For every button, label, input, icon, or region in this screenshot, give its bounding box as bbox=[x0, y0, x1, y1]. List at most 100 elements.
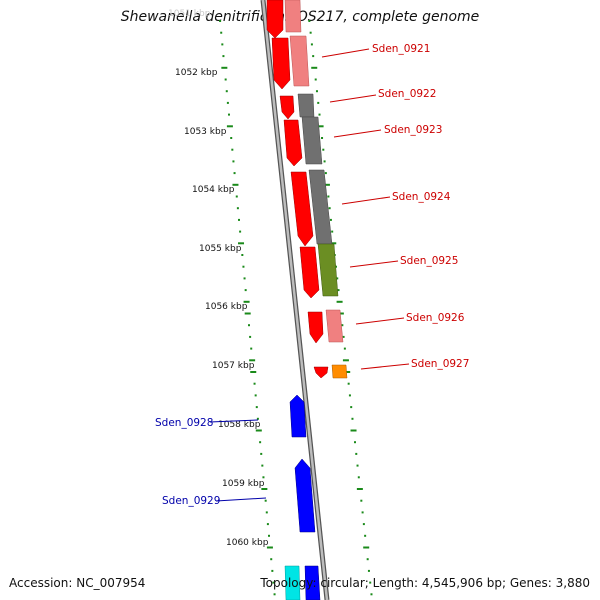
ruler-minor-tick bbox=[226, 101, 229, 104]
gene-arrow-Sden_0927[interactable] bbox=[313, 366, 329, 379]
ruler-minor-tick bbox=[235, 195, 238, 198]
ruler-minor-tick bbox=[249, 335, 252, 338]
faded-scale-label: 1051 kbp bbox=[168, 9, 211, 19]
ruler-minor-tick bbox=[308, 20, 311, 22]
ruler-minor-tick bbox=[237, 218, 240, 221]
ruler-major-tick bbox=[238, 242, 245, 245]
gene-arrow-next-blue[interactable] bbox=[304, 565, 321, 600]
ruler-minor-tick bbox=[342, 335, 345, 338]
gene-arrow-Sden_0929[interactable] bbox=[294, 458, 316, 533]
ruler-minor-tick bbox=[329, 218, 332, 221]
ruler-minor-tick bbox=[321, 137, 324, 139]
ruler-major-tick bbox=[363, 546, 370, 549]
ruler-minor-tick bbox=[271, 569, 274, 572]
reverse-strand-genes bbox=[284, 394, 321, 600]
ruler-minor-tick bbox=[236, 207, 239, 210]
ruler-minor-tick bbox=[224, 78, 227, 81]
ruler-minor-tick bbox=[317, 101, 320, 104]
forward-strand-genes bbox=[266, 0, 329, 379]
ruler-minor-tick bbox=[343, 347, 346, 350]
ruler-minor-tick bbox=[244, 289, 247, 292]
gene-label-Sden_0926[interactable]: Sden_0926 bbox=[406, 312, 465, 324]
gene-label-Sden_0925[interactable]: Sden_0925 bbox=[400, 255, 458, 267]
gene-labels: Sden_0921 Sden_0922 Sden_0923 Sden_0924 … bbox=[155, 43, 469, 507]
ruler-minor-tick bbox=[219, 20, 222, 22]
ruler-minor-tick bbox=[230, 137, 233, 139]
ruler-minor-tick bbox=[253, 382, 256, 385]
ruler-major-tick bbox=[243, 300, 250, 303]
ruler-minor-tick bbox=[262, 476, 265, 479]
ruler-major-tick bbox=[311, 66, 318, 69]
ruler-minor-tick bbox=[264, 499, 267, 502]
ruler-minor-tick bbox=[347, 382, 350, 385]
gene-arrow-Sden_0923[interactable] bbox=[283, 119, 303, 167]
ruler-minor-tick bbox=[331, 230, 334, 233]
gene-label-Sden_0924[interactable]: Sden_0924 bbox=[392, 191, 451, 203]
scale-label-1054: 1054 kbp bbox=[192, 185, 235, 195]
ruler-minor-tick bbox=[255, 406, 258, 409]
ruler-minor-tick bbox=[272, 581, 275, 584]
ruler-minor-tick bbox=[324, 172, 327, 175]
gene-label-Sden_0928[interactable]: Sden_0928 bbox=[155, 417, 213, 429]
ruler-minor-tick bbox=[241, 254, 244, 256]
ruler-major-tick bbox=[330, 242, 337, 245]
ruler-minor-tick bbox=[260, 452, 263, 455]
ruler-minor-tick bbox=[309, 31, 312, 34]
gene-label-Sden_0922[interactable]: Sden_0922 bbox=[378, 88, 436, 100]
ruler-minor-tick bbox=[239, 230, 242, 233]
scale-ruler-right bbox=[308, 20, 373, 596]
ruler-minor-tick bbox=[243, 277, 246, 280]
ruler-minor-tick bbox=[369, 581, 372, 584]
gene-label-Sden_0927[interactable]: Sden_0927 bbox=[411, 358, 469, 370]
gene-label-Sden_0921[interactable]: Sden_0921 bbox=[372, 43, 430, 55]
ruler-major-tick bbox=[350, 429, 357, 432]
ruler-minor-tick bbox=[273, 593, 276, 596]
category-block bbox=[331, 364, 348, 379]
gene-arrow-next-cyan[interactable] bbox=[284, 565, 301, 600]
scale-label-1053: 1053 kbp bbox=[184, 127, 227, 137]
ruler-minor-tick bbox=[328, 207, 331, 210]
gene-arrow-Sden_0925[interactable] bbox=[299, 246, 320, 299]
ruler-major-tick bbox=[226, 125, 233, 128]
ruler-major-tick bbox=[255, 429, 262, 432]
ruler-minor-tick bbox=[370, 593, 373, 596]
ruler-minor-tick bbox=[322, 148, 325, 151]
ruler-major-tick bbox=[336, 300, 343, 303]
gene-arrow-Sden_0920[interactable] bbox=[266, 0, 284, 39]
ruler-major-tick bbox=[244, 312, 251, 315]
ruler-major-tick bbox=[323, 183, 330, 186]
ruler-minor-tick bbox=[254, 394, 257, 397]
ruler-minor-tick bbox=[366, 558, 369, 561]
ruler-minor-tick bbox=[231, 148, 234, 151]
ruler-minor-tick bbox=[355, 452, 358, 455]
ruler-minor-tick bbox=[315, 90, 318, 93]
gene-arrow-Sden_0924[interactable] bbox=[290, 171, 314, 247]
ruler-minor-tick bbox=[327, 195, 330, 198]
ruler-minor-tick bbox=[353, 441, 356, 444]
ruler-minor-tick bbox=[261, 464, 264, 467]
gene-arrow-Sden_0921[interactable] bbox=[271, 37, 291, 90]
topology-text: Topology: circular; Length: 4,545,906 bp… bbox=[260, 576, 590, 590]
ruler-minor-tick bbox=[225, 90, 228, 93]
category-block bbox=[301, 116, 323, 165]
scale-label-1057: 1057 kbp bbox=[212, 361, 255, 371]
scale-ruler-left bbox=[219, 20, 276, 596]
ruler-major-tick bbox=[317, 125, 324, 128]
gene-arrow-Sden_0922[interactable] bbox=[279, 95, 295, 120]
genome-backbone bbox=[260, 0, 330, 600]
ruler-minor-tick bbox=[318, 113, 321, 116]
ruler-minor-tick bbox=[227, 113, 230, 116]
ruler-major-tick bbox=[342, 359, 349, 362]
scale-label-1060: 1060 kbp bbox=[226, 538, 269, 548]
ruler-minor-tick bbox=[336, 277, 339, 280]
gene-arrow-Sden_0928[interactable] bbox=[289, 394, 307, 438]
accession-text: Accession: NC_007954 bbox=[9, 576, 146, 590]
ruler-major-tick bbox=[221, 66, 228, 69]
ruler-minor-tick bbox=[250, 347, 253, 350]
gene-label-Sden_0929[interactable]: Sden_0929 bbox=[162, 495, 220, 507]
gene-label-Sden_0923[interactable]: Sden_0923 bbox=[384, 124, 442, 136]
ruler-minor-tick bbox=[367, 569, 370, 572]
gene-arrow-Sden_0926[interactable] bbox=[307, 311, 324, 344]
ruler-minor-tick bbox=[356, 464, 359, 467]
